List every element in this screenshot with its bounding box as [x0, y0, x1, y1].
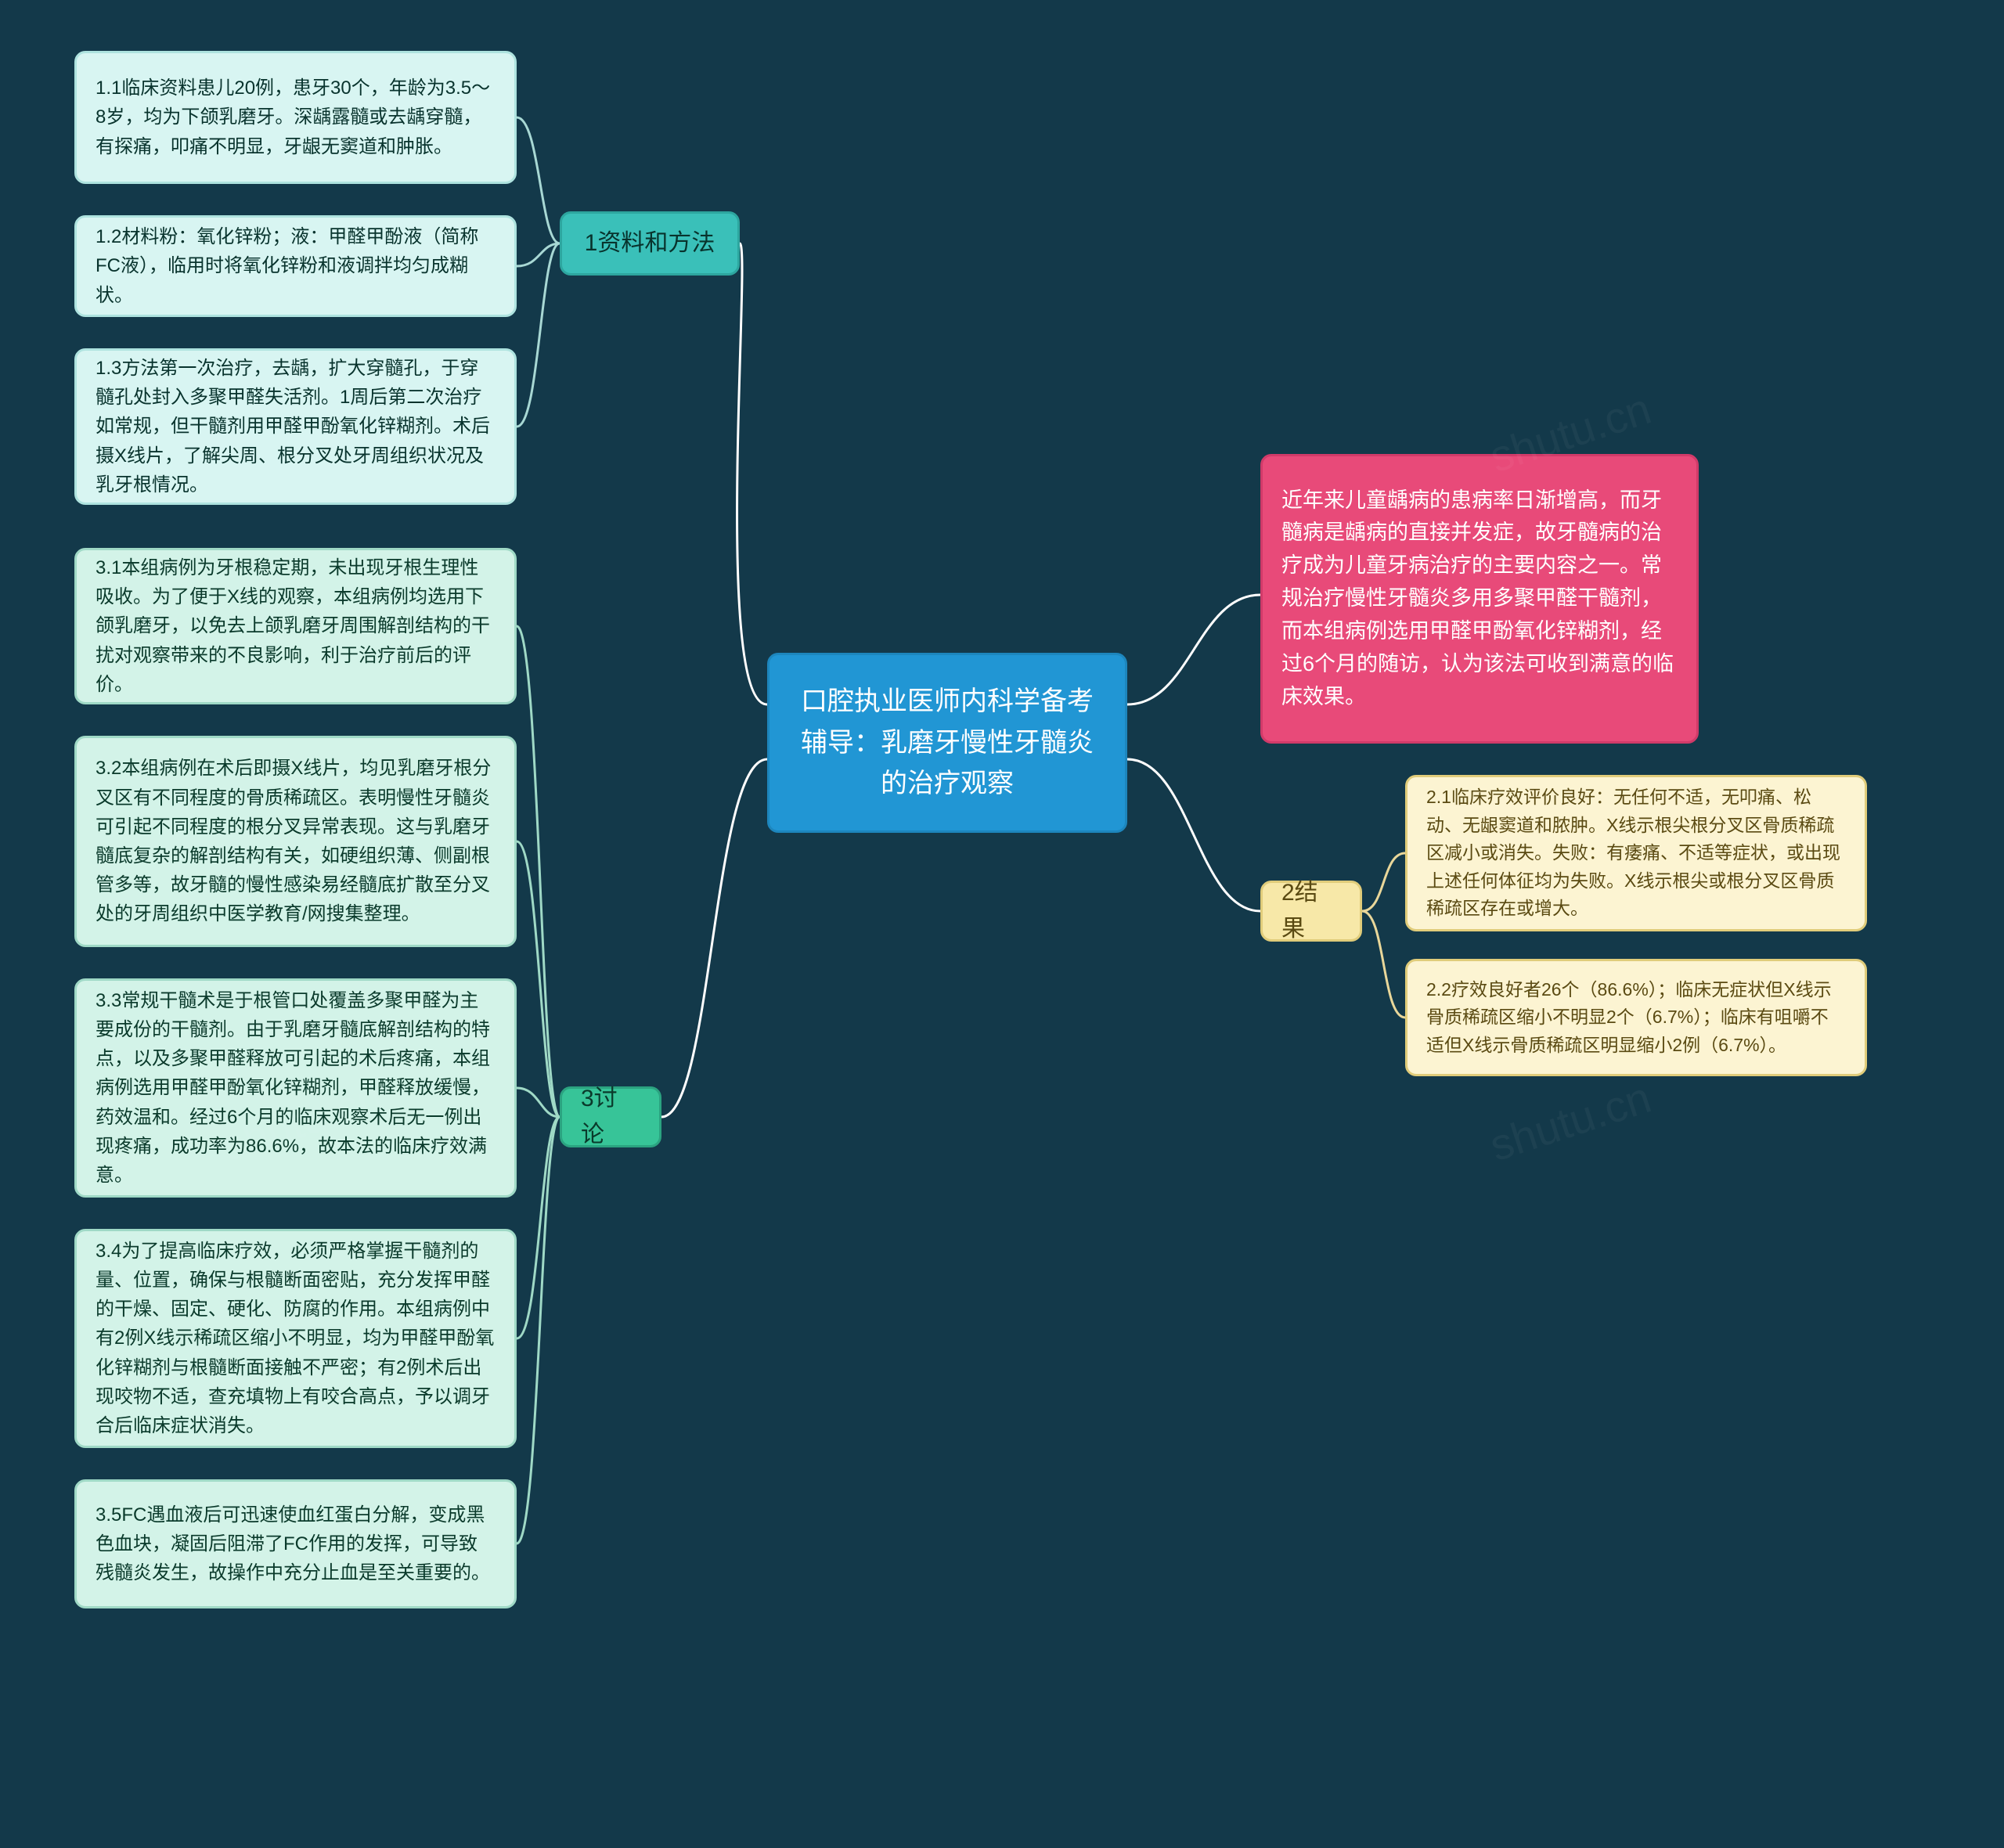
branch-2: 2结果 — [1260, 881, 1362, 942]
branch-3-item-2: 3.3常规干髓术是于根管口处覆盖多聚甲醛为主要成份的干髓剂。由于乳磨牙髓底解剖结… — [74, 978, 517, 1198]
branch-1-item-1: 1.2材料粉：氧化锌粉；液：甲醛甲酚液（简称FC液），临用时将氧化锌粉和液调拌均… — [74, 215, 517, 317]
branch-1-label: 1资料和方法 — [585, 225, 715, 262]
branch-2-label: 2结果 — [1281, 875, 1341, 948]
branch-2-item-0: 2.1临床疗效评价良好：无任何不适，无叩痛、松动、无龈窦道和脓肿。X线示根尖根分… — [1405, 775, 1867, 931]
branch-1-item-0-text: 1.1临床资料患儿20例，患牙30个，年龄为3.5～8岁，均为下颌乳磨牙。深龋露… — [96, 74, 496, 161]
branch-3-item-2-text: 3.3常规干髓术是于根管口处覆盖多聚甲醛为主要成份的干髓剂。由于乳磨牙髓底解剖结… — [96, 986, 496, 1190]
branch-3-item-1: 3.2本组病例在术后即摄X线片，均见乳磨牙根分叉区有不同程度的骨质稀疏区。表明慢… — [74, 736, 517, 947]
intro-text: 近年来儿童龋病的患病率日渐增高，而牙髓病是龋病的直接并发症，故牙髓病的治疗成为儿… — [1281, 485, 1678, 714]
branch-1-item-2: 1.3方法第一次治疗，去龋，扩大穿髓孔，于穿髓孔处封入多聚甲醛失活剂。1周后第二… — [74, 348, 517, 505]
branch-1: 1资料和方法 — [560, 211, 740, 276]
branch-2-item-1-text: 2.2疗效良好者26个（86.6%）；临床无症状但X线示骨质稀疏区缩小不明显2个… — [1426, 976, 1846, 1060]
intro-node: 近年来儿童龋病的患病率日渐增高，而牙髓病是龋病的直接并发症，故牙髓病的治疗成为儿… — [1260, 454, 1699, 744]
branch-1-item-1-text: 1.2材料粉：氧化锌粉；液：甲醛甲酚液（简称FC液），临用时将氧化锌粉和液调拌均… — [96, 222, 496, 310]
root-node: 口腔执业医师内科学备考辅导：乳磨牙慢性牙髓炎的治疗观察 — [767, 653, 1127, 833]
branch-3-item-4-text: 3.5FC遇血液后可迅速使血红蛋白分解，变成黑色血块，凝固后阻滞了FC作用的发挥… — [96, 1500, 496, 1588]
branch-2-item-1: 2.2疗效良好者26个（86.6%）；临床无症状但X线示骨质稀疏区缩小不明显2个… — [1405, 959, 1867, 1076]
branch-3-item-0-text: 3.1本组病例为牙根稳定期，未出现牙根生理性吸收。为了便于X线的观察，本组病例均… — [96, 553, 496, 699]
root-text: 口腔执业医师内科学备考辅导：乳磨牙慢性牙髓炎的治疗观察 — [788, 681, 1106, 805]
branch-3-item-3: 3.4为了提高临床疗效，必须严格掌握干髓剂的量、位置，确保与根髓断面密贴，充分发… — [74, 1229, 517, 1448]
branch-1-item-2-text: 1.3方法第一次治疗，去龋，扩大穿髓孔，于穿髓孔处封入多聚甲醛失活剂。1周后第二… — [96, 354, 496, 499]
watermark: shutu.cn — [1483, 1072, 1656, 1171]
branch-3-item-4: 3.5FC遇血液后可迅速使血红蛋白分解，变成黑色血块，凝固后阻滞了FC作用的发挥… — [74, 1479, 517, 1608]
branch-3-item-1-text: 3.2本组病例在术后即摄X线片，均见乳磨牙根分叉区有不同程度的骨质稀疏区。表明慢… — [96, 754, 496, 928]
branch-3-item-0: 3.1本组病例为牙根稳定期，未出现牙根生理性吸收。为了便于X线的观察，本组病例均… — [74, 548, 517, 704]
branch-2-item-0-text: 2.1临床疗效评价良好：无任何不适，无叩痛、松动、无龈窦道和脓肿。X线示根尖根分… — [1426, 784, 1846, 923]
branch-1-item-0: 1.1临床资料患儿20例，患牙30个，年龄为3.5～8岁，均为下颌乳磨牙。深龋露… — [74, 51, 517, 184]
branch-3-item-3-text: 3.4为了提高临床疗效，必须严格掌握干髓剂的量、位置，确保与根髓断面密贴，充分发… — [96, 1237, 496, 1440]
branch-3: 3讨论 — [560, 1086, 661, 1147]
branch-3-label: 3讨论 — [581, 1081, 640, 1154]
